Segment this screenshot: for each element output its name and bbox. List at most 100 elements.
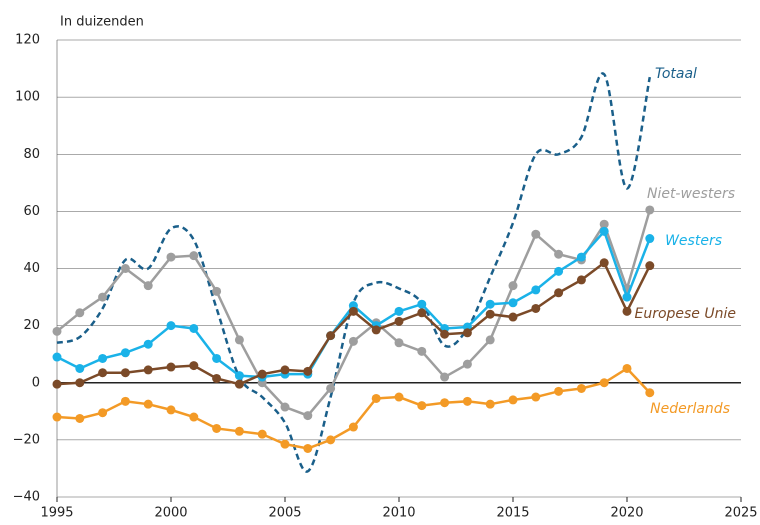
x-tick-label: 2015 — [496, 506, 529, 521]
point — [599, 219, 609, 229]
point — [440, 372, 450, 382]
point — [622, 292, 632, 302]
point — [622, 363, 632, 373]
point — [440, 398, 450, 408]
point — [234, 379, 244, 389]
point — [52, 412, 62, 422]
series-line — [56, 366, 651, 450]
point — [75, 308, 85, 318]
point — [576, 252, 586, 262]
point — [189, 412, 199, 422]
point — [417, 401, 427, 411]
point — [462, 328, 472, 338]
point — [348, 422, 358, 432]
point — [645, 205, 655, 215]
point — [52, 326, 62, 336]
point — [554, 386, 564, 396]
x-tick-label: 2025 — [724, 506, 757, 521]
series-label: Niet-westers — [647, 186, 735, 202]
x-tick-label: 2005 — [268, 506, 301, 521]
point — [120, 396, 130, 406]
point — [394, 306, 404, 316]
point — [234, 426, 244, 436]
point — [280, 439, 290, 449]
y-tick-label: 120 — [15, 33, 40, 48]
point — [576, 275, 586, 285]
point — [189, 361, 199, 371]
point — [143, 399, 153, 409]
point — [599, 378, 609, 388]
point — [98, 353, 108, 363]
point — [440, 329, 450, 339]
series-label: Totaal — [655, 66, 697, 82]
y-tick-label: 0 — [32, 375, 40, 390]
point — [234, 335, 244, 345]
point — [508, 312, 518, 322]
y-tick-label: −40 — [13, 490, 40, 505]
point — [75, 363, 85, 373]
point — [508, 395, 518, 405]
point — [212, 353, 222, 363]
point — [257, 369, 267, 379]
point — [645, 388, 655, 398]
point — [120, 348, 130, 358]
point — [280, 402, 290, 412]
point — [212, 286, 222, 296]
y-tick-label: 60 — [23, 204, 40, 219]
point — [371, 325, 381, 335]
point — [212, 423, 222, 433]
point — [143, 339, 153, 349]
point — [189, 323, 199, 333]
point — [189, 251, 199, 261]
point — [166, 252, 176, 262]
x-tick-label: 2000 — [154, 506, 187, 521]
point — [120, 264, 130, 273]
point — [485, 335, 495, 345]
point — [326, 331, 336, 341]
point — [143, 281, 153, 291]
point — [485, 299, 495, 309]
point — [554, 288, 564, 298]
series-label: Europese Unie — [634, 306, 736, 322]
point — [280, 365, 290, 375]
x-tick-label: 2020 — [610, 506, 643, 521]
point — [98, 408, 108, 418]
point — [303, 366, 313, 376]
point — [508, 281, 518, 291]
point — [645, 234, 655, 244]
point — [348, 336, 358, 346]
y-tick-label: 40 — [23, 261, 40, 276]
point — [75, 378, 85, 388]
series-line — [56, 72, 652, 473]
point — [508, 298, 518, 308]
point — [98, 292, 108, 302]
point — [166, 405, 176, 415]
y-tick-label: 100 — [15, 90, 40, 105]
point — [622, 306, 632, 316]
point — [554, 249, 564, 259]
point — [462, 396, 472, 406]
point — [645, 261, 655, 271]
y-tick-label: 80 — [23, 147, 40, 162]
y-axis-label: In duizenden — [60, 15, 144, 30]
point — [394, 338, 404, 348]
y-tick-label: 20 — [23, 318, 40, 333]
series-line — [56, 260, 651, 386]
point — [234, 371, 244, 381]
series-label: Westers — [665, 233, 722, 249]
point — [348, 306, 358, 316]
point — [98, 368, 108, 378]
point — [143, 365, 153, 375]
point — [326, 435, 336, 445]
point — [166, 362, 176, 372]
point — [75, 413, 85, 423]
point — [599, 226, 609, 236]
point — [554, 266, 564, 276]
point — [485, 309, 495, 319]
x-tick-label: 1995 — [40, 506, 73, 521]
series-label: Nederlands — [650, 401, 730, 417]
point — [531, 285, 541, 295]
point — [417, 308, 427, 318]
point — [371, 393, 381, 403]
